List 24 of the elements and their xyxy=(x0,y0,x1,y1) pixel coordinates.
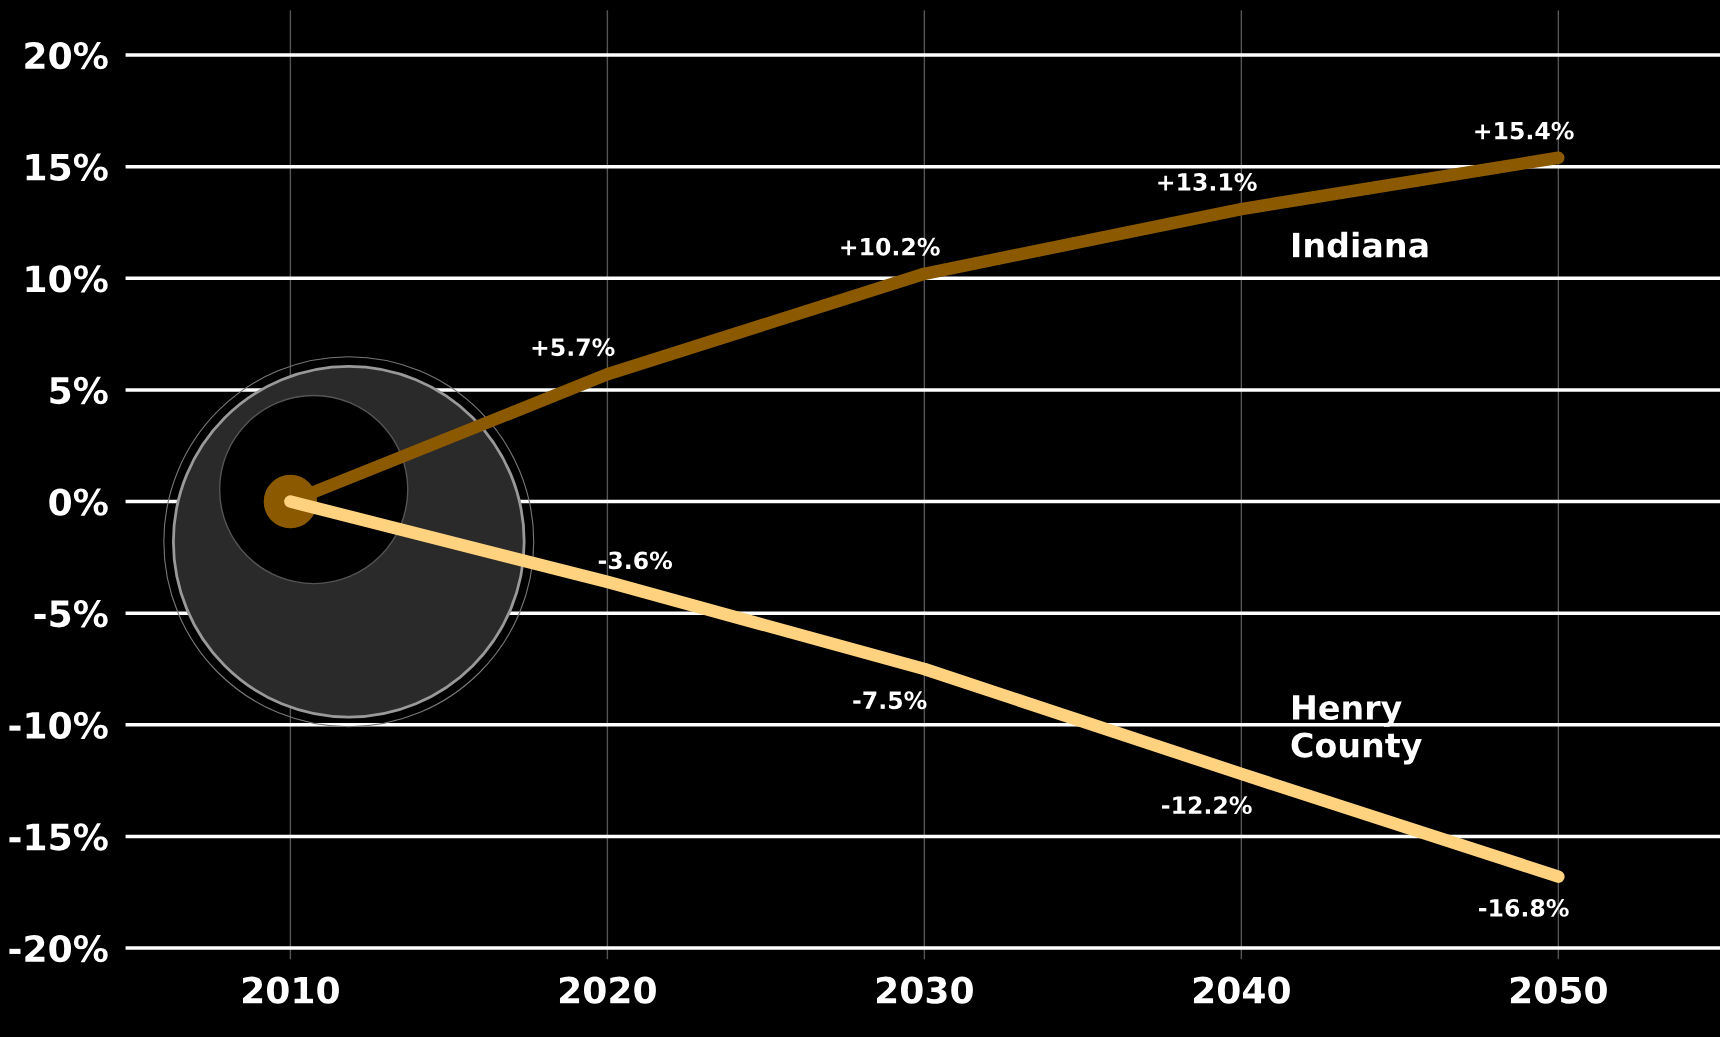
series-label: Henry County xyxy=(1291,695,1422,765)
x-tick-label: 2010 xyxy=(243,976,339,1004)
x-tick-label: 2020 xyxy=(559,976,656,1004)
y-tick-label: -10% xyxy=(9,711,108,740)
y-tick-label: 0% xyxy=(49,488,108,516)
series-label: Indiana xyxy=(1293,231,1428,258)
data-label: +15.4% xyxy=(1475,121,1574,140)
y-tick-label: -15% xyxy=(9,823,108,851)
y-tick-label: 10% xyxy=(26,265,108,293)
data-label: -16.8% xyxy=(1479,898,1569,917)
x-tick-label: 2050 xyxy=(1510,976,1607,1004)
data-label: -3.6% xyxy=(598,551,673,570)
y-tick-label: -20% xyxy=(9,934,108,963)
x-tick-label: 2040 xyxy=(1193,976,1290,1004)
y-tick-label: -5% xyxy=(34,600,108,628)
data-label: -7.5% xyxy=(853,691,927,710)
x-tick-label: 2030 xyxy=(876,976,973,1004)
data-label: +10.2% xyxy=(841,237,940,256)
data-label: -12.2% xyxy=(1162,796,1252,815)
y-tick-label: 5% xyxy=(50,376,108,405)
y-tick-label: 15% xyxy=(26,153,108,181)
data-label: +13.1% xyxy=(1158,173,1257,191)
y-tick-label: 20% xyxy=(25,41,108,70)
data-label: +5.7% xyxy=(532,338,615,357)
